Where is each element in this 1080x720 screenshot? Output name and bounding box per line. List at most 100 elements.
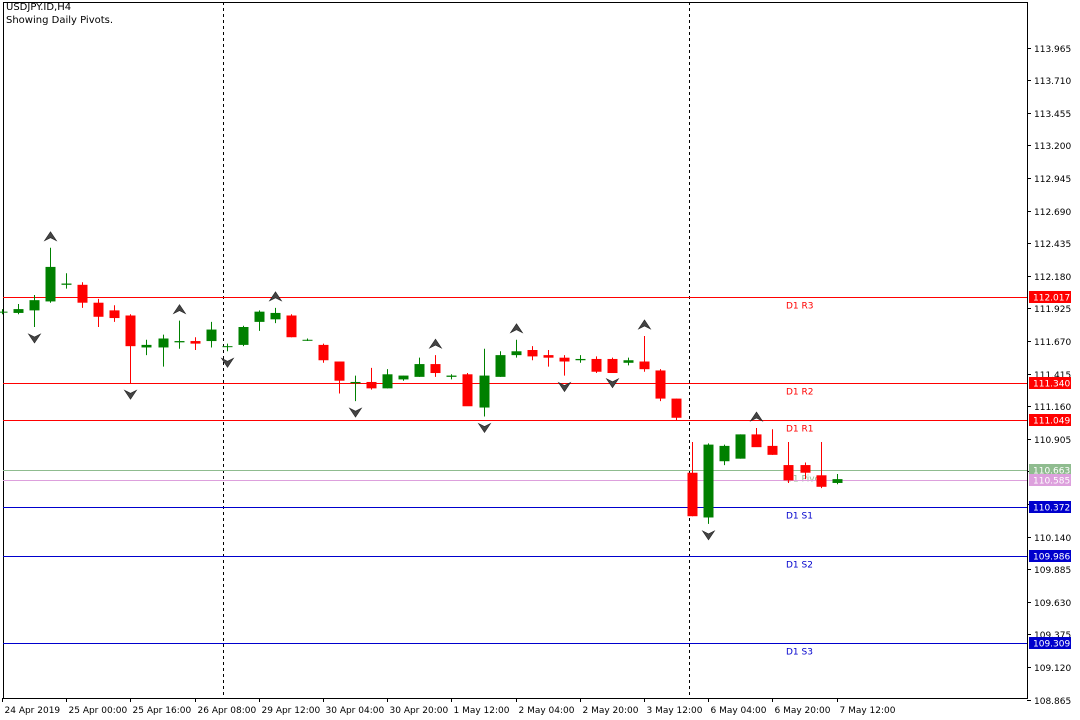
candle-body-15: [238, 326, 249, 345]
candle-body-40: [639, 361, 650, 370]
price-tag-0: [1029, 291, 1071, 303]
price-tag-label-5: 110.372: [1033, 504, 1070, 514]
price-tag-7: [1029, 637, 1071, 649]
x-tick-label-8: 2 May 04:00: [519, 706, 575, 716]
y-tick-label-18: 109.375: [1034, 631, 1071, 641]
candle-body-3: [45, 266, 56, 302]
candle-body-6: [93, 302, 104, 317]
y-tick-label-0: 113.965: [1034, 45, 1071, 55]
y-tick-label-12: 110.905: [1034, 436, 1071, 446]
pivot-label-0: D1 R3: [786, 302, 814, 312]
y-tick-label-15: 110.140: [1034, 534, 1071, 544]
candle-body-13: [206, 329, 217, 342]
candle-body-35: [559, 357, 570, 362]
y-tick-label-20: 108.865: [1034, 697, 1071, 707]
fractal-up-4: [509, 323, 524, 334]
fractal-up-5: [637, 319, 652, 330]
candle-body-45: [719, 445, 730, 462]
fractal-down-3: [348, 407, 363, 418]
fractal-down-6: [605, 377, 620, 389]
candle-body-37: [591, 358, 602, 372]
price-tag-6: [1029, 550, 1071, 562]
price-tag-2: [1029, 414, 1071, 426]
plot-frame: [3, 2, 1028, 699]
fractal-up-2: [268, 291, 283, 302]
candle-body-10: [158, 338, 169, 348]
x-tick-label-3: 26 Apr 08:00: [198, 706, 257, 716]
candle-body-47: [751, 434, 762, 448]
y-tick-label-17: 109.630: [1034, 599, 1071, 609]
y-tick-label-1: 113.710: [1034, 77, 1071, 87]
candle-body-7: [109, 310, 120, 319]
fractal-up-6: [749, 411, 764, 422]
price-tag-label-3: 110.663: [1033, 467, 1070, 477]
y-tick-label-5: 112.690: [1034, 208, 1071, 218]
x-tick-label-6: 30 Apr 20:00: [390, 706, 449, 716]
candle-body-21: [334, 361, 345, 381]
candle-body-22: [350, 381, 361, 384]
x-tick-label-12: 6 May 20:00: [775, 706, 831, 716]
x-tick-label-7: 1 May 12:00: [454, 706, 510, 716]
y-tick-label-10: 111.415: [1034, 371, 1071, 381]
candle-body-52: [832, 479, 843, 483]
candle-body-23: [366, 381, 377, 389]
y-tick-label-8: 111.925: [1034, 305, 1071, 315]
y-tick-label-4: 112.945: [1034, 175, 1071, 185]
y-tick-label-16: 109.885: [1034, 566, 1071, 576]
y-tick-label-19: 109.120: [1034, 664, 1071, 674]
candle-body-0: [0, 311, 8, 313]
candle-body-49: [783, 465, 794, 481]
price-tag-label-2: 111.049: [1033, 417, 1070, 427]
x-tick-label-9: 2 May 20:00: [583, 706, 639, 716]
pivot-label-2: D1 R1: [786, 425, 814, 435]
candle-body-48: [767, 445, 778, 455]
candle-body-5: [77, 284, 88, 303]
candle-body-12: [190, 341, 201, 344]
price-tag-label-4: 110.585: [1033, 477, 1070, 487]
candle-body-24: [382, 374, 393, 389]
pivot-label-1: D1 R2: [786, 388, 814, 398]
candle-body-51: [816, 475, 827, 487]
pivot-label-6: D1 S2: [786, 561, 813, 571]
candle-body-14: [222, 346, 233, 348]
price-tag-1: [1029, 377, 1071, 389]
candle-body-44: [703, 444, 714, 518]
candle-body-31: [495, 355, 506, 377]
fractal-up-3: [428, 338, 443, 349]
candle-body-30: [479, 375, 490, 408]
candle-body-32: [511, 351, 522, 356]
x-tick-label-5: 30 Apr 04:00: [326, 706, 385, 716]
price-tag-label-7: 109.309: [1033, 640, 1070, 650]
candle-body-34: [543, 355, 554, 358]
fractal-down-1: [123, 389, 138, 400]
candle-body-33: [527, 350, 538, 357]
y-tick-label-9: 111.670: [1034, 338, 1071, 348]
x-tick-label-11: 6 May 04:00: [711, 706, 767, 716]
fractal-up-0: [43, 231, 58, 242]
x-tick-label-13: 7 May 12:00: [840, 706, 896, 716]
x-tick-label-2: 25 Apr 16:00: [133, 706, 192, 716]
price-tag-4: [1029, 474, 1071, 486]
candle-body-29: [462, 374, 473, 407]
candle-body-28: [446, 375, 457, 377]
candle-body-43: [687, 472, 698, 517]
fractal-up-1: [172, 304, 187, 315]
x-tick-label-0: 24 Apr 2019: [5, 706, 61, 716]
price-tag-label-1: 111.340: [1033, 380, 1070, 390]
candle-body-41: [655, 370, 666, 399]
indicator-caption: Showing Daily Pivots.: [6, 15, 114, 26]
symbol-title: USDJPY.ID,H4: [6, 2, 72, 13]
candle-body-2: [29, 300, 40, 311]
y-tick-label-6: 112.435: [1034, 240, 1071, 250]
candle-body-39: [623, 360, 634, 363]
y-tick-label-7: 112.180: [1034, 273, 1071, 283]
candle-body-20: [318, 344, 329, 361]
candle-body-4: [61, 283, 72, 285]
pivot-label-5: D1 S1: [786, 512, 813, 522]
candle-body-46: [735, 434, 746, 459]
candle-body-50: [800, 465, 811, 473]
candle-body-18: [286, 315, 297, 338]
candle-body-19: [302, 339, 313, 341]
candle-body-16: [254, 311, 265, 322]
